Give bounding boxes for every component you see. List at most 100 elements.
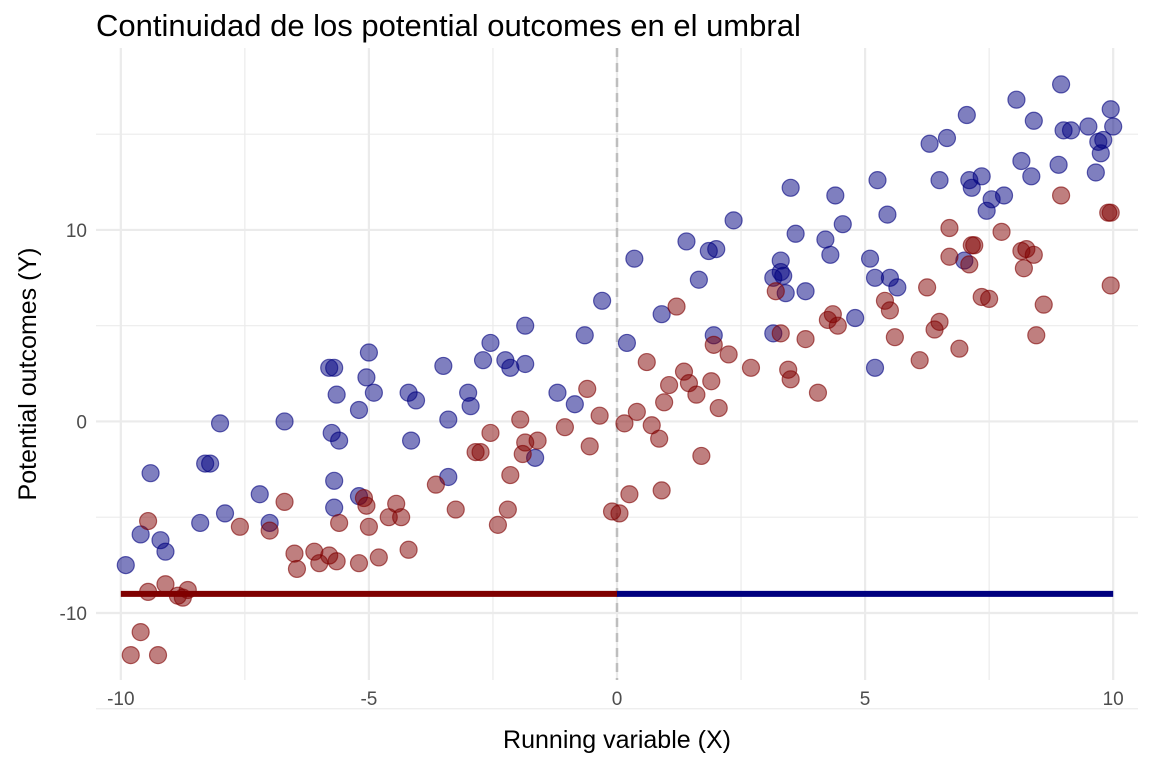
data-point-series-2 [1024,245,1043,264]
data-points [116,75,1123,665]
data-point-series-2 [327,552,346,571]
data-point-series-1 [868,171,887,190]
data-point-series-2 [590,406,609,425]
y-tick-label: -10 [60,604,87,625]
data-point-series-2 [940,247,959,266]
data-point-series-2 [426,475,445,494]
data-point-series-1 [846,308,865,328]
data-point-series-1 [625,249,644,268]
data-point-series-1 [724,211,743,230]
data-point-series-2 [650,429,669,448]
data-point-series-2 [781,370,800,389]
data-point-series-2 [709,398,728,418]
data-point-series-2 [687,385,706,404]
x-tick-label: 5 [860,689,871,710]
data-point-series-2 [399,540,418,559]
data-point-series-1 [677,232,696,251]
data-point-series-1 [937,128,957,148]
data-point-series-2 [287,559,307,579]
data-point-series-2 [637,352,656,372]
data-point-series-1 [364,383,383,402]
data-point-series-1 [481,333,500,353]
x-axis-ticks: -10 -5 0 5 10 [107,689,1124,710]
data-point-series-2 [392,508,411,527]
data-point-series-1 [833,215,852,234]
y-axis-title: Potential outcomes (Y) [14,248,42,501]
chart-title: Continuidad de los potential outcomes en… [96,8,801,43]
data-point-series-1 [774,266,793,286]
data-point-series-1 [888,278,907,297]
data-point-series-1 [473,351,493,370]
data-point-series-2 [578,379,597,398]
data-point-series-2 [667,297,686,316]
data-point-series-1 [994,186,1014,205]
data-point-series-2 [610,504,629,523]
data-point-series-2 [808,383,828,402]
data-point-series-2 [796,330,815,349]
data-point-series-2 [704,335,723,354]
data-point-series-2 [880,301,900,320]
data-point-series-1 [1012,151,1031,171]
data-point-series-2 [940,218,959,238]
data-point-series-1 [349,400,369,420]
data-point-series-2 [148,646,168,665]
data-point-series-2 [918,278,937,297]
data-point-series-1 [516,316,535,335]
data-point-series-1 [325,498,344,517]
data-point-series-1 [972,167,991,186]
data-point-series-2 [139,511,158,531]
data-point-series-1 [275,412,294,431]
data-point-series-2 [652,481,671,500]
data-point-series-2 [501,465,520,485]
data-point-series-1 [1086,163,1105,182]
x-tick-label: 10 [1103,689,1124,710]
data-point-series-2 [471,442,490,462]
y-tick-label: 0 [76,412,87,433]
y-axis-ticks: -10 0 10 [60,221,87,625]
data-point-series-2 [828,316,847,335]
data-point-series-2 [359,517,379,536]
data-point-series-1 [962,178,981,197]
data-point-series-1 [1049,155,1068,174]
data-point-series-1 [796,282,815,301]
data-point-series-1 [201,454,220,473]
data-point-series-1 [707,239,726,259]
data-point-series-2 [1034,295,1053,314]
data-point-series-2 [1014,259,1033,278]
data-point-series-1 [826,186,845,205]
data-point-series-2 [511,410,530,429]
x-tick-label: 0 [612,689,623,710]
data-point-series-2 [1027,326,1046,345]
data-point-series-2 [719,345,738,364]
data-point-series-1 [401,431,421,450]
data-point-series-2 [1101,203,1120,222]
data-point-series-1 [357,368,376,387]
data-point-series-1 [617,333,637,353]
data-point-series-1 [930,171,949,190]
data-point-series-1 [816,230,835,249]
data-point-series-1 [575,326,594,345]
data-point-series-2 [330,513,349,533]
data-point-series-1 [439,410,458,429]
data-point-series-2 [659,375,679,395]
data-point-series-2 [930,312,949,331]
data-point-series-1 [1079,117,1098,136]
data-point-series-1 [565,395,584,414]
data-point-series-1 [434,356,453,376]
data-point-series-2 [369,548,388,567]
data-point-series-2 [580,437,599,456]
data-point-series-2 [950,339,969,358]
data-point-series-1 [327,385,346,404]
data-point-series-1 [821,245,840,264]
data-point-series-2 [627,402,646,421]
data-point-series-1 [191,513,210,533]
data-point-series-1 [210,414,230,433]
data-point-series-1 [1022,167,1041,186]
data-point-series-2 [498,500,517,519]
data-point-series-1 [215,504,235,523]
data-point-series-1 [330,431,349,450]
data-point-series-1 [325,471,344,490]
data-point-series-1 [957,105,976,125]
data-point-series-2 [275,492,294,511]
